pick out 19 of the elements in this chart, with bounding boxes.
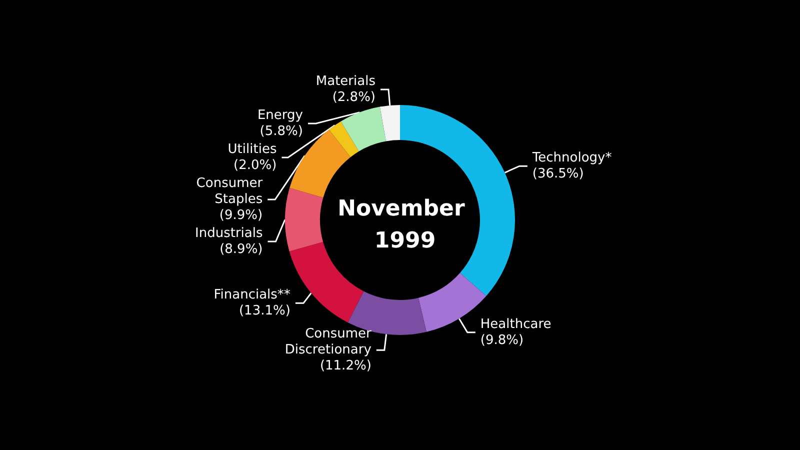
data-label: (2.8%) <box>332 90 376 106</box>
slice-label: Consumer Staples <box>196 176 264 208</box>
slice-label: Industrials <box>195 226 263 242</box>
slice-label: Healthcare <box>480 316 552 332</box>
slice-label: Energy <box>257 108 304 124</box>
slice-label: Utilities <box>228 142 277 158</box>
data-label: (2.0%) <box>234 158 277 174</box>
data-label: (9.9%) <box>219 208 263 224</box>
data-label: (11.2%) <box>320 358 372 374</box>
slice-label: Materials <box>316 74 376 90</box>
slice-label: Consumer Discretionary <box>284 326 372 358</box>
slice-label: Financials** <box>214 288 291 303</box>
data-label: (8.9%) <box>220 242 263 258</box>
text: November 1999 <box>338 196 472 254</box>
data-label: (13.1%) <box>238 304 290 319</box>
data-label: (9.8%) <box>480 332 524 348</box>
slice-label: Technology* <box>531 150 612 166</box>
data-label: (5.8%) <box>260 124 303 140</box>
data-label: (36.5%) <box>532 166 584 182</box>
